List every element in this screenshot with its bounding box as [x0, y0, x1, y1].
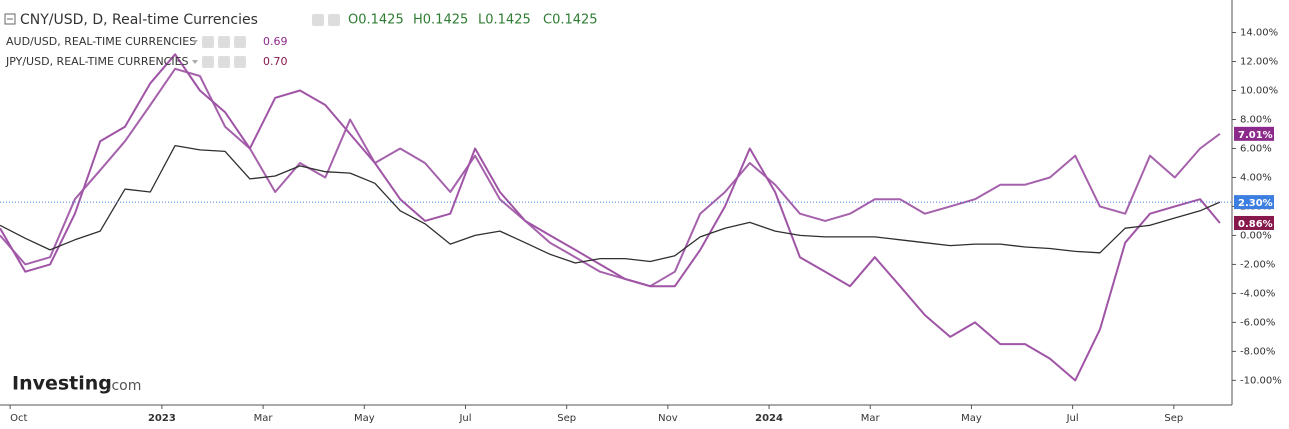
settings-icon	[328, 14, 340, 26]
chart-title: CNY/USD, D, Real-time Currencies	[20, 12, 258, 28]
x-tick-label: Mar	[254, 413, 274, 424]
logo-suffix: .com	[107, 378, 141, 394]
collapse-icon[interactable]	[4, 13, 16, 25]
y-tick-label: -2.00%	[1240, 259, 1275, 270]
x-tick-label: 2024	[755, 413, 783, 424]
price-tag-label: 7.01%	[1238, 130, 1273, 141]
series-line	[0, 53, 1221, 382]
y-tick-label: 14.00%	[1240, 28, 1278, 39]
ohlc-value: L0.1425	[478, 13, 531, 28]
series-line	[0, 67, 1221, 288]
legend-icon	[234, 36, 246, 48]
x-tick-label: Jul	[1066, 413, 1079, 424]
price-tag-label: 0.86%	[1238, 219, 1273, 230]
x-tick-label: Jul	[458, 413, 471, 424]
legend-icon	[202, 56, 214, 68]
y-tick-label: 8.00%	[1240, 114, 1272, 125]
x-tick-label: May	[961, 413, 982, 424]
x-tick-label: 2023	[148, 413, 176, 424]
legend-value: 0.69	[263, 35, 288, 48]
y-tick-label: 10.00%	[1240, 86, 1278, 97]
price-tag	[1234, 126, 1274, 141]
x-tick-label: Oct	[10, 413, 27, 424]
logo-text: Investing	[12, 373, 112, 395]
x-tick-label: Mar	[861, 413, 881, 424]
price-tag	[1234, 215, 1274, 230]
legend-name: AUD/USD, REAL-TIME CURRENCIES	[6, 35, 196, 48]
x-tick-label: Sep	[1164, 413, 1183, 424]
ohlc-value: H0.1425	[413, 13, 468, 28]
y-tick-label: 0.00%	[1240, 230, 1272, 241]
y-tick-label: -4.00%	[1240, 288, 1275, 299]
legend-icon	[218, 36, 230, 48]
ohlc-group: O0.1425 H0.1425 L0.1425 C0.1425	[348, 13, 598, 28]
legend-name: JPY/USD, REAL-TIME CURRENCIES	[5, 55, 189, 68]
x-tick-label: Nov	[658, 413, 678, 424]
x-tick-label: Sep	[557, 413, 576, 424]
y-tick-label: 6.00%	[1240, 143, 1272, 154]
legend-icon	[218, 56, 230, 68]
y-tick-label: 12.00%	[1240, 57, 1278, 68]
legend-value: 0.70	[263, 55, 288, 68]
price-tag	[1234, 195, 1274, 210]
y-tick-label: -6.00%	[1240, 317, 1275, 328]
logo: Investing .com	[12, 373, 141, 395]
legend-dropdown	[192, 40, 198, 44]
series-line	[0, 144, 1221, 264]
legend-dropdown	[192, 60, 198, 64]
y-tick-label: -8.00%	[1240, 346, 1275, 357]
y-tick-label: -10.00%	[1240, 375, 1282, 386]
x-tick-label: May	[354, 413, 375, 424]
price-tag-label: 2.30%	[1238, 198, 1273, 209]
ohlc-value: C0.1425	[543, 13, 598, 28]
ohlc-value: O0.1425	[348, 13, 404, 28]
settings-icon	[312, 14, 324, 26]
legend-icon	[202, 36, 214, 48]
legend-icon	[234, 56, 246, 68]
y-tick-label: 4.00%	[1240, 172, 1272, 183]
